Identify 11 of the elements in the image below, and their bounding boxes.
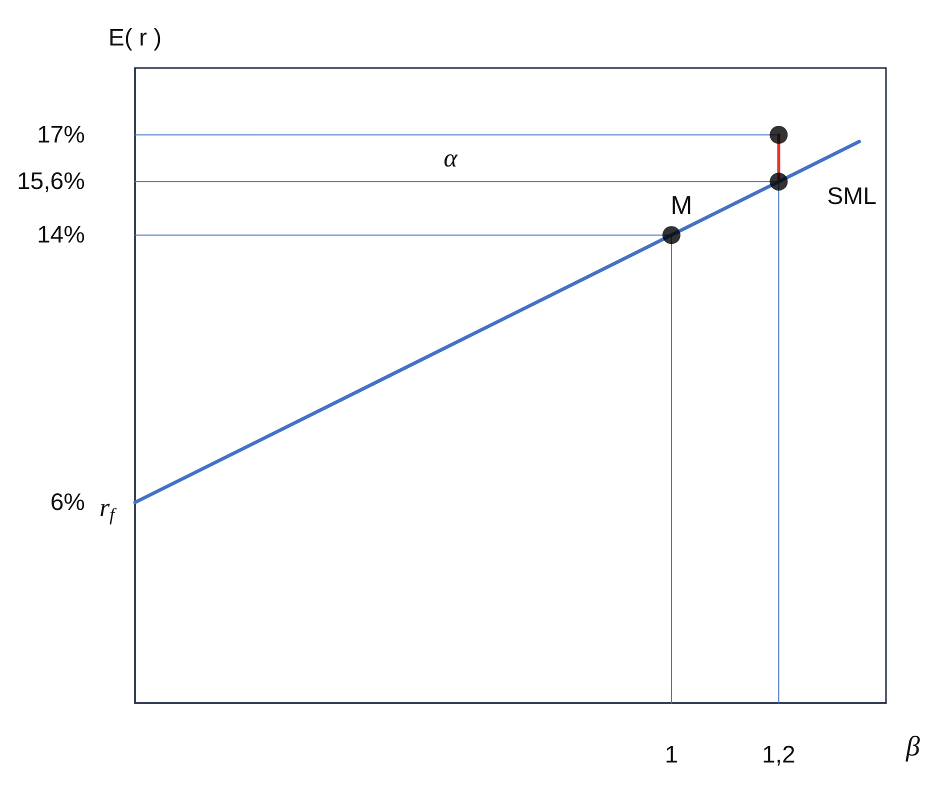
x-tick-label: 1,2 <box>762 742 796 768</box>
y-tick-label: 14% <box>36 222 85 249</box>
x-tick-label: 1 <box>664 742 678 768</box>
y-axis-title: E( r ) <box>108 24 162 52</box>
annotation: M <box>670 190 692 220</box>
series-label: SML <box>827 183 877 210</box>
annotation: α <box>444 144 459 173</box>
y-tick-label: 15,6% <box>16 168 85 196</box>
y-tick-label: 6% <box>50 488 85 516</box>
y-tick-label: 17% <box>36 121 85 148</box>
x-axis-title: β <box>905 732 920 762</box>
